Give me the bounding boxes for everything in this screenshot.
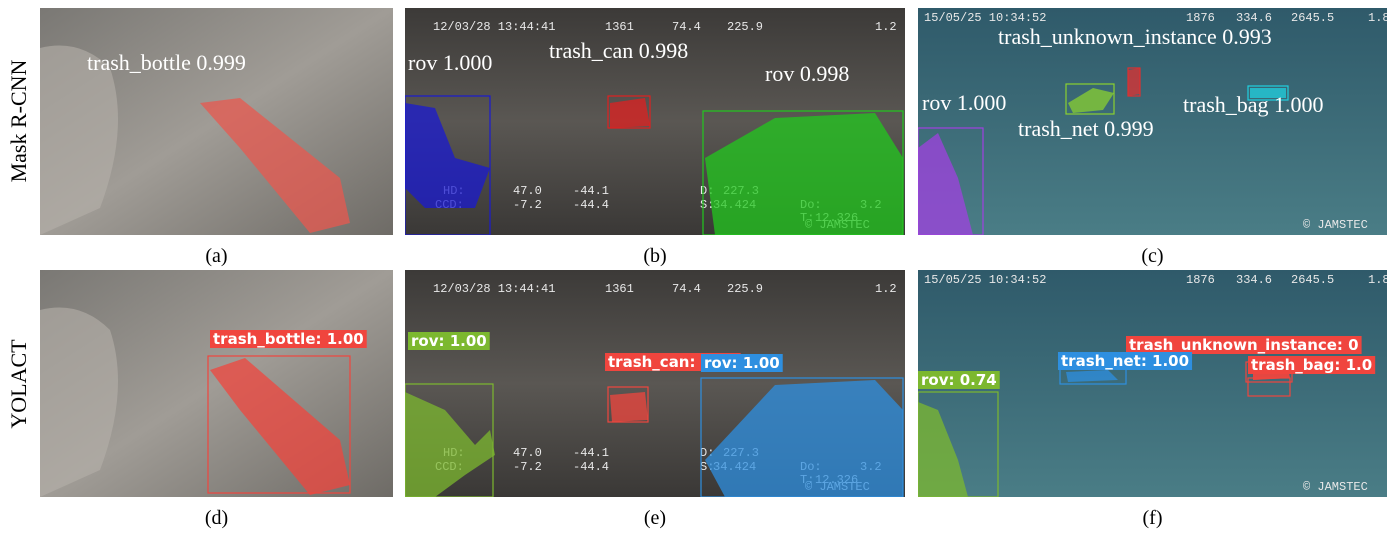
osd-text: 2645.5 bbox=[1291, 273, 1334, 287]
osd-text: 225.9 bbox=[727, 20, 763, 34]
osd-text: 1.2 bbox=[875, 282, 897, 296]
detection-label: rov: 1.00 bbox=[704, 354, 780, 372]
panel-image: trash_bottle 0.999 bbox=[40, 8, 393, 235]
detection-label: trash_unknown_instance 0.993 bbox=[998, 24, 1272, 49]
detection-label: rov 1.000 bbox=[408, 50, 492, 75]
osd-text: 15/05/25 10:34:52 bbox=[924, 11, 1046, 25]
osd-text: -7.2 bbox=[513, 198, 542, 212]
caption: (e) bbox=[644, 507, 666, 529]
detection-label: trash_net 0.999 bbox=[1018, 116, 1154, 141]
osd-text: 74.4 bbox=[672, 282, 701, 296]
detection-label: trash_can 0.998 bbox=[549, 38, 688, 63]
figure: Mask R-CNN YOLACT trash_bottle 0.999 (a) 1… bbox=[0, 0, 1397, 539]
caption: (f) bbox=[1143, 507, 1163, 529]
panel: 15/05/25 10:34:52 1876 334.6 2645.5 1.8 © JAM… bbox=[918, 8, 1390, 267]
caption: (b) bbox=[643, 245, 666, 267]
osd-text: 1361 bbox=[605, 282, 634, 296]
osd-text: -44.1 bbox=[573, 184, 609, 198]
osd-text: 74.4 bbox=[672, 20, 701, 34]
panel: trash_bottle 0.999 (a) bbox=[40, 8, 393, 267]
panel: 12/03/28 13:44:41136174.4225.91.2HD:47.0… bbox=[405, 270, 905, 529]
detection-label: rov: 1.00 bbox=[411, 332, 487, 350]
caption: (d) bbox=[205, 507, 228, 529]
mask bbox=[610, 98, 650, 128]
mask bbox=[1128, 68, 1140, 96]
osd-text: -7.2 bbox=[513, 460, 542, 474]
panel: trash_bottle: 1.00 (d) bbox=[40, 270, 393, 529]
detection-label: trash_bag 1.000 bbox=[1183, 92, 1324, 117]
osd-text: 1.8 bbox=[1368, 273, 1390, 287]
caption: (a) bbox=[205, 245, 227, 267]
osd-text: 2645.5 bbox=[1291, 11, 1334, 25]
detection-label: rov: 0.74 bbox=[921, 371, 997, 389]
osd-text: 47.0 bbox=[513, 446, 542, 460]
osd-text: 1.8 bbox=[1368, 11, 1390, 25]
row-label: YOLACT bbox=[6, 339, 31, 429]
panel: 15/05/25 10:34:52 1876 334.6 2645.5 1.8 © JAM… bbox=[918, 270, 1390, 529]
panel-image: 15/05/25 10:34:52 1876 334.6 2645.5 1.8 © JAM… bbox=[918, 8, 1390, 235]
detection-label: trash_bottle 0.999 bbox=[87, 50, 246, 75]
panel-image: trash_bottle: 1.00 bbox=[40, 270, 393, 497]
osd-text: 1361 bbox=[605, 20, 634, 34]
osd-text: -44.1 bbox=[573, 446, 609, 460]
osd-text: © JAMSTEC bbox=[1303, 218, 1368, 232]
osd-text: 1876 bbox=[1186, 11, 1215, 25]
osd-text: -44.4 bbox=[573, 460, 609, 474]
detection-label: trash_bottle: 1.00 bbox=[213, 330, 364, 348]
panel-image: 12/03/28 13:44:41136174.4225.91.2HD:47.0… bbox=[405, 270, 905, 497]
osd-text: 12/03/28 13:44:41 bbox=[433, 20, 555, 34]
osd-text: -44.4 bbox=[573, 198, 609, 212]
mask bbox=[610, 392, 648, 422]
osd-text: 1.2 bbox=[875, 20, 897, 34]
osd-text: 1876 bbox=[1186, 273, 1215, 287]
detection-label: rov 1.000 bbox=[922, 90, 1006, 115]
panel-image: 15/05/25 10:34:52 1876 334.6 2645.5 1.8 © JAM… bbox=[918, 270, 1390, 497]
caption: (c) bbox=[1141, 245, 1163, 267]
osd-text: 47.0 bbox=[513, 184, 542, 198]
osd-text: 15/05/25 10:34:52 bbox=[924, 273, 1046, 287]
panel-image: 12/03/28 13:44:41136174.4225.91.2HD:47.0… bbox=[405, 8, 905, 235]
detection-label: rov 0.998 bbox=[765, 61, 849, 86]
detection-label: trash_net: 1.00 bbox=[1061, 352, 1189, 370]
osd-text: 225.9 bbox=[727, 282, 763, 296]
osd-text: © JAMSTEC bbox=[1303, 480, 1368, 494]
row-label: Mask R-CNN bbox=[6, 59, 31, 182]
detection-label: trash_bag: 1.0 bbox=[1251, 356, 1372, 374]
panel: 12/03/28 13:44:41136174.4225.91.2HD:47.0… bbox=[405, 8, 905, 267]
osd-text: 12/03/28 13:44:41 bbox=[433, 282, 555, 296]
osd-text: 334.6 bbox=[1236, 11, 1272, 25]
osd-text: 334.6 bbox=[1236, 273, 1272, 287]
